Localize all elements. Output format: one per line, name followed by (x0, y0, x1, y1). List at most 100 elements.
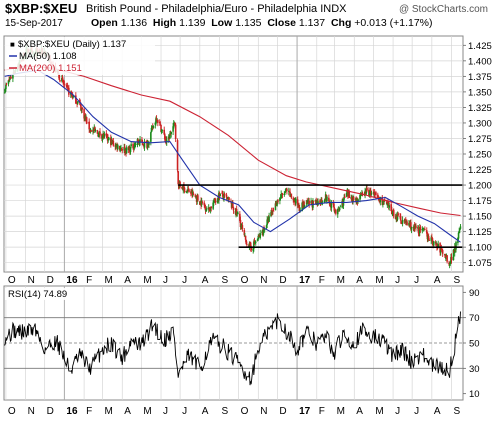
candle-body (321, 199, 323, 202)
rsi-x-tick-label: S (222, 406, 229, 417)
legend-price: $XBP:$XEU (Daily) 1.137 (18, 39, 126, 50)
candle-body (203, 202, 206, 206)
candle-body (94, 130, 97, 132)
candle-body (185, 191, 188, 193)
rsi-x-tick-label: J (395, 406, 400, 417)
rsi-x-tick-label: M (375, 406, 383, 417)
candle-body (214, 198, 216, 201)
candle-body (271, 211, 274, 214)
candle-body (283, 194, 286, 195)
candle-body (124, 149, 127, 152)
rsi-x-tick-label: N (28, 406, 35, 417)
price-axis-label: 1.175 (468, 196, 492, 207)
candle-body (164, 139, 167, 141)
candle-body (399, 216, 402, 221)
price-axis-label: 1.350 (468, 87, 492, 98)
candle-body (88, 121, 90, 130)
candle-body (7, 80, 10, 84)
candle-body (434, 241, 437, 244)
legend-ma200: MA(200) 1.151 (19, 63, 82, 74)
candle-body (72, 95, 75, 98)
candle-body (205, 208, 208, 210)
candle-body (281, 193, 284, 195)
close-value: 1.137 (298, 17, 326, 29)
candle-body (221, 193, 224, 197)
price-axis-label: 1.150 (468, 212, 492, 223)
rsi-x-tick-label: F (319, 406, 325, 417)
candle-body (186, 189, 189, 192)
high-label: High (152, 17, 177, 29)
candle-body (448, 262, 450, 265)
rsi-x-tick-label: A (434, 406, 441, 417)
candle-body (182, 184, 185, 191)
candle-body (148, 142, 150, 146)
candle-body (275, 203, 277, 207)
rsi-x-tick-label: J (163, 406, 168, 417)
candle-body (256, 238, 259, 241)
candle-body (177, 171, 179, 185)
candle-body (172, 126, 174, 132)
candle-body (286, 188, 288, 192)
candle-body (75, 95, 77, 104)
candle-body (336, 209, 339, 215)
candle-body (284, 191, 286, 194)
candle-body (158, 121, 161, 124)
candle-body (298, 204, 300, 208)
candle-body (345, 192, 348, 197)
candle-body (181, 187, 183, 189)
candle-body (337, 207, 340, 209)
candle-body (270, 212, 272, 217)
candle-body (204, 207, 207, 211)
candle-body (129, 146, 132, 153)
candle-body (441, 250, 444, 254)
rsi-x-tick-label: D (47, 406, 54, 417)
candle-body (176, 140, 179, 171)
candle-body (160, 129, 163, 133)
candle-body (370, 190, 372, 196)
candle-body (449, 261, 452, 265)
candle-body (254, 242, 256, 244)
candle-body (80, 108, 83, 112)
candle-body (254, 241, 257, 243)
candle-body (303, 201, 305, 207)
candle-body (65, 84, 68, 86)
candle-body (263, 229, 266, 231)
candle-body (392, 209, 395, 217)
candle-body (112, 140, 115, 146)
rsi-x-tick-label: M (105, 406, 113, 417)
close-label: Close (267, 17, 296, 29)
candle-body (174, 123, 176, 125)
candle-body (303, 205, 306, 208)
candle-body (396, 214, 399, 220)
rsi-x-tick-label: 16 (66, 406, 78, 417)
rsi-x-tick-label: S (454, 406, 461, 417)
candle-body (141, 143, 144, 145)
candle-body (66, 85, 69, 88)
candle-body (368, 194, 371, 197)
candle-body (348, 190, 351, 199)
ma50-line (4, 69, 461, 243)
candle-body (105, 133, 108, 136)
candle-body (319, 200, 321, 204)
chg-label: Chg (330, 17, 352, 29)
candle-body (146, 142, 149, 148)
candle-body (125, 147, 128, 153)
rsi-axis-label: 10 (469, 389, 480, 400)
candle-body (431, 236, 433, 239)
rsi-x-tick-label: F (86, 406, 92, 417)
candle-body (62, 82, 65, 85)
price-axis-label: 1.100 (468, 243, 492, 254)
rsi-x-tick-label: 17 (299, 406, 311, 417)
candle-body (80, 104, 82, 111)
rsi-x-tick-label: A (202, 406, 209, 417)
candle-body (430, 237, 433, 241)
candle-body (277, 200, 279, 202)
price-x-tick-label: O (8, 275, 16, 286)
candle-body (425, 230, 428, 234)
candle-body (164, 134, 166, 140)
price-x-tick-label: N (260, 275, 267, 286)
candle-body (279, 197, 281, 201)
candle-body (370, 193, 373, 195)
open-value: 1.136 (120, 17, 148, 29)
